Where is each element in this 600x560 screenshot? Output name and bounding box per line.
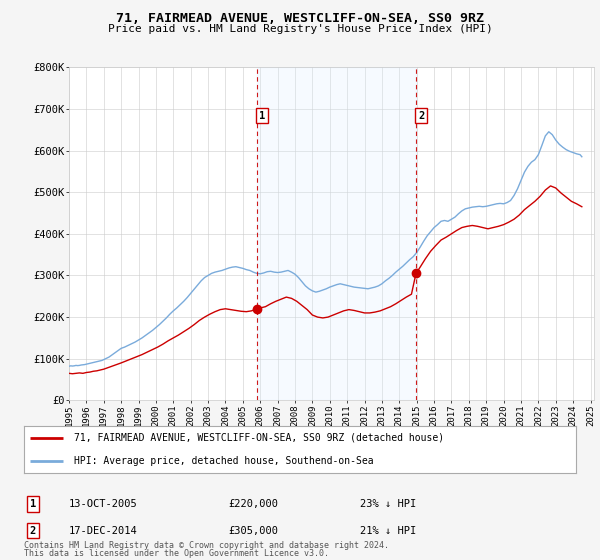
Text: Contains HM Land Registry data © Crown copyright and database right 2024.: Contains HM Land Registry data © Crown c… — [24, 542, 389, 550]
Text: 71, FAIRMEAD AVENUE, WESTCLIFF-ON-SEA, SS0 9RZ (detached house): 71, FAIRMEAD AVENUE, WESTCLIFF-ON-SEA, S… — [74, 432, 444, 442]
Text: Price paid vs. HM Land Registry's House Price Index (HPI): Price paid vs. HM Land Registry's House … — [107, 24, 493, 34]
Text: 23% ↓ HPI: 23% ↓ HPI — [360, 499, 416, 509]
Text: 71, FAIRMEAD AVENUE, WESTCLIFF-ON-SEA, SS0 9RZ: 71, FAIRMEAD AVENUE, WESTCLIFF-ON-SEA, S… — [116, 12, 484, 25]
Text: £220,000: £220,000 — [228, 499, 278, 509]
Text: This data is licensed under the Open Government Licence v3.0.: This data is licensed under the Open Gov… — [24, 549, 329, 558]
Text: 13-OCT-2005: 13-OCT-2005 — [69, 499, 138, 509]
Text: 2: 2 — [30, 526, 36, 536]
Text: HPI: Average price, detached house, Southend-on-Sea: HPI: Average price, detached house, Sout… — [74, 456, 373, 466]
Text: 2: 2 — [418, 110, 424, 120]
Text: 1: 1 — [259, 110, 265, 120]
Text: 21% ↓ HPI: 21% ↓ HPI — [360, 526, 416, 536]
Text: 17-DEC-2014: 17-DEC-2014 — [69, 526, 138, 536]
Text: 1: 1 — [30, 499, 36, 509]
Text: £305,000: £305,000 — [228, 526, 278, 536]
Bar — [257, 67, 416, 400]
